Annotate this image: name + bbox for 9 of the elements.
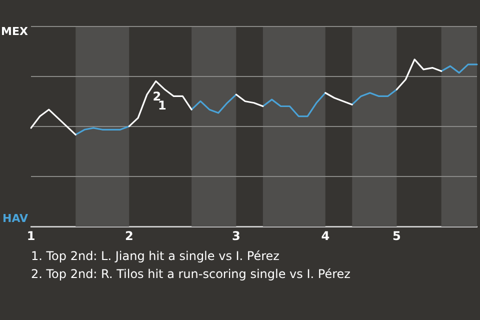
text: MEX <box>1 24 29 38</box>
x-tick-label: 3 <box>232 228 240 243</box>
x-tick-label: 1 <box>26 228 36 243</box>
x-tick-label: 5 <box>392 228 401 243</box>
text: 2. Top 2nd: R. Tilos hit a run-scoring single vs I. Pérez <box>31 266 350 283</box>
x-tick-label: 4 <box>321 228 330 243</box>
text: 1. Top 2nd: L. Jiang hit a single vs I. Pérez <box>31 248 280 265</box>
x-tick-label: 2 <box>124 228 134 243</box>
text: HAV <box>2 212 28 225</box>
